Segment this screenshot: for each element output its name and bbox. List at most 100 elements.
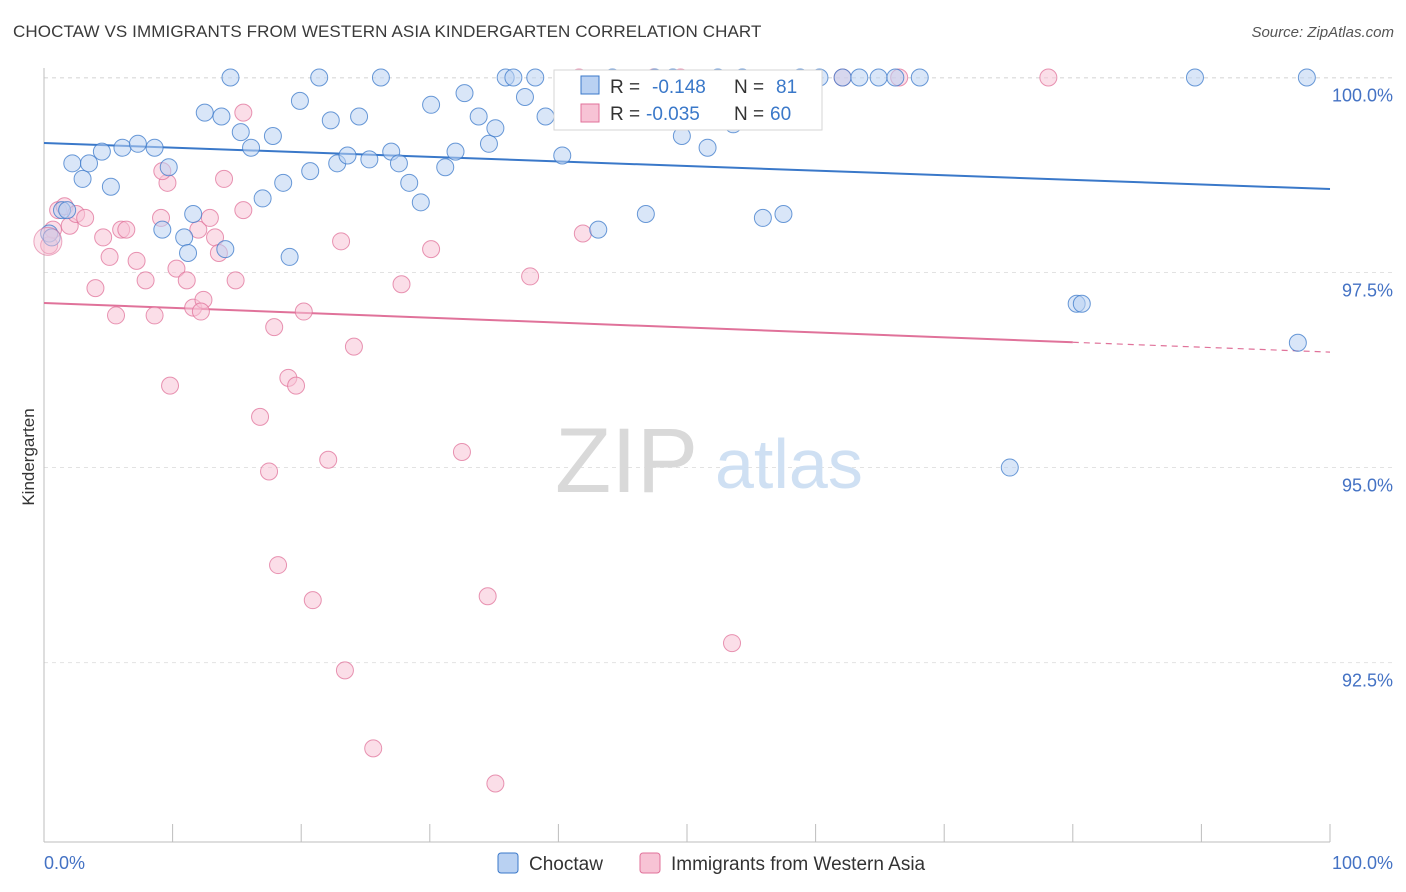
point-choctaw <box>212 107 231 126</box>
point-western-asia <box>392 275 411 294</box>
point-western-asia <box>234 103 253 122</box>
point-western-asia <box>364 739 383 758</box>
stats-legend: R = -0.148 N = 81 R = -0.035 N = 60 <box>553 69 823 131</box>
x-tick-label-max: 100.0% <box>1332 853 1393 873</box>
stats-swatch-choctaw <box>580 75 600 95</box>
point-western-asia <box>234 201 253 220</box>
point-western-asia <box>287 376 306 395</box>
point-western-asia <box>94 228 113 247</box>
point-western-asia <box>177 271 196 290</box>
point-choctaw <box>101 177 120 196</box>
point-choctaw <box>113 138 132 157</box>
point-choctaw <box>774 205 793 224</box>
point-western-asia <box>294 302 313 321</box>
point-choctaw <box>221 68 240 87</box>
watermark-atlas: atlas <box>715 425 863 503</box>
points-layer <box>33 68 1316 793</box>
stats-r-label-choctaw: R = <box>610 77 640 98</box>
point-western-asia <box>344 337 363 356</box>
stats-r-label-western-asia: R = <box>610 104 640 125</box>
point-choctaw <box>910 68 929 87</box>
y-axis-title: Kindergarten <box>19 408 38 505</box>
point-choctaw <box>216 240 235 259</box>
point-choctaw <box>1000 458 1019 477</box>
point-western-asia <box>332 232 351 251</box>
point-choctaw <box>753 208 772 227</box>
point-choctaw <box>360 150 379 169</box>
watermark: ZIP atlas <box>555 410 863 512</box>
legend-label-western-asia: Immigrants from Western Asia <box>671 854 926 875</box>
point-choctaw <box>195 103 214 122</box>
point-choctaw <box>636 205 655 224</box>
point-choctaw <box>1297 68 1316 87</box>
point-choctaw <box>159 158 178 177</box>
point-western-asia <box>86 279 105 298</box>
point-western-asia <box>136 271 155 290</box>
axes-layer <box>43 68 1331 843</box>
legend-swatch-western-asia <box>639 852 661 874</box>
point-western-asia <box>723 634 742 653</box>
point-choctaw <box>73 169 92 188</box>
stats-swatch-western-asia <box>580 103 600 123</box>
point-western-asia <box>76 208 95 227</box>
point-choctaw <box>184 205 203 224</box>
trendline-choctaw <box>43 142 1331 191</box>
point-choctaw <box>455 84 474 103</box>
point-choctaw <box>179 244 198 263</box>
point-choctaw <box>263 127 282 146</box>
point-choctaw <box>486 119 505 138</box>
bottom-legend: Choctaw Immigrants from Western Asia <box>497 852 926 875</box>
point-choctaw <box>589 220 608 239</box>
point-western-asia <box>486 774 505 793</box>
source-label: Source: ZipAtlas.com <box>1251 24 1394 41</box>
y-tick-label: 97.5% <box>1342 281 1393 301</box>
point-choctaw <box>42 228 61 247</box>
point-cluster-western-asia <box>33 226 63 256</box>
point-choctaw <box>92 142 111 161</box>
point-western-asia <box>215 169 234 188</box>
point-western-asia <box>200 208 219 227</box>
point-choctaw <box>350 107 369 126</box>
legend-swatch-choctaw <box>497 852 519 874</box>
point-choctaw <box>479 134 498 153</box>
point-western-asia <box>452 442 471 461</box>
point-western-asia <box>335 661 354 680</box>
x-tick-label-min: 0.0% <box>44 853 85 873</box>
point-choctaw <box>504 68 523 87</box>
stats-n-label-western-asia: N = <box>734 104 764 125</box>
point-choctaw <box>389 154 408 173</box>
stats-n-label-choctaw: N = <box>734 77 764 98</box>
point-choctaw <box>400 173 419 192</box>
point-choctaw <box>515 88 534 107</box>
point-choctaw <box>869 68 888 87</box>
point-choctaw <box>1072 294 1091 313</box>
trend-layer <box>43 142 1331 353</box>
point-western-asia <box>226 271 245 290</box>
point-choctaw <box>526 68 545 87</box>
point-choctaw <box>833 68 852 87</box>
point-western-asia <box>422 240 441 259</box>
stats-n-value-choctaw: 81 <box>776 77 797 98</box>
point-western-asia <box>127 251 146 270</box>
chart-title: CHOCTAW VS IMMIGRANTS FROM WESTERN ASIA … <box>13 22 762 41</box>
y-tick-label: 95.0% <box>1342 476 1393 496</box>
point-choctaw <box>58 201 77 220</box>
grid-layer: 92.5% 95.0% 97.5% 100.0% <box>44 77 1393 691</box>
trendline-western-asia-extension <box>1072 341 1331 353</box>
point-western-asia <box>521 267 540 286</box>
point-western-asia <box>478 587 497 606</box>
point-western-asia <box>573 224 592 243</box>
point-western-asia <box>191 302 210 321</box>
point-western-asia <box>161 376 180 395</box>
point-choctaw <box>338 146 357 165</box>
point-western-asia <box>1039 68 1058 87</box>
point-western-asia <box>251 407 270 426</box>
point-choctaw <box>80 154 99 173</box>
point-choctaw <box>145 138 164 157</box>
point-choctaw <box>321 111 340 130</box>
trendline-western-asia <box>43 301 1073 344</box>
point-choctaw <box>175 228 194 247</box>
point-choctaw <box>553 146 572 165</box>
